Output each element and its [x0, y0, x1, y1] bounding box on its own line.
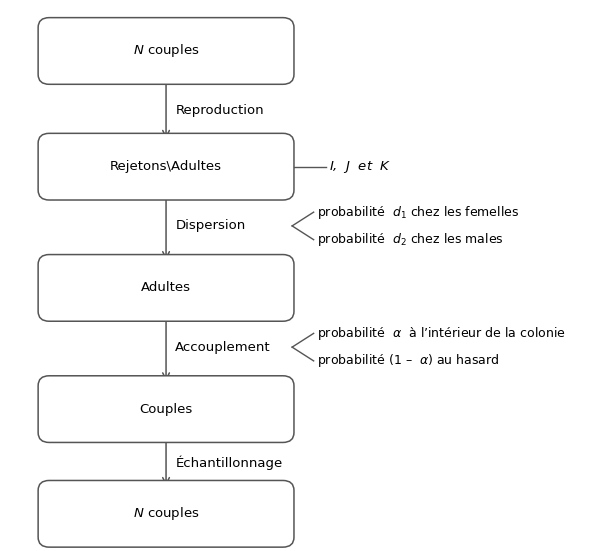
FancyBboxPatch shape	[38, 18, 294, 84]
Text: Échantillonnage: Échantillonnage	[175, 456, 282, 470]
Text: Reproduction: Reproduction	[175, 104, 264, 117]
FancyBboxPatch shape	[38, 376, 294, 442]
Text: probabilité  $\alpha$  à l’intérieur de la colonie: probabilité $\alpha$ à l’intérieur de la…	[317, 325, 565, 342]
FancyBboxPatch shape	[38, 133, 294, 200]
Text: $N$ couples: $N$ couples	[133, 42, 199, 60]
Text: probabilité  $d_1$ chez les femelles: probabilité $d_1$ chez les femelles	[317, 204, 519, 220]
Text: Adultes: Adultes	[141, 282, 191, 294]
Text: Rejetons\Adultes: Rejetons\Adultes	[110, 160, 222, 173]
Text: probabilité  $d_2$ chez les males: probabilité $d_2$ chez les males	[317, 231, 503, 248]
Text: Dispersion: Dispersion	[175, 219, 245, 233]
Text: Couples: Couples	[140, 403, 192, 415]
Text: probabilité (1 –  $\alpha$) au hasard: probabilité (1 – $\alpha$) au hasard	[317, 353, 499, 369]
Text: Accouplement: Accouplement	[175, 341, 271, 354]
FancyBboxPatch shape	[38, 480, 294, 547]
Text: $N$ couples: $N$ couples	[133, 505, 199, 522]
Text: $I$,  $J$  et  $K$: $I$, $J$ et $K$	[329, 159, 391, 175]
FancyBboxPatch shape	[38, 255, 294, 321]
